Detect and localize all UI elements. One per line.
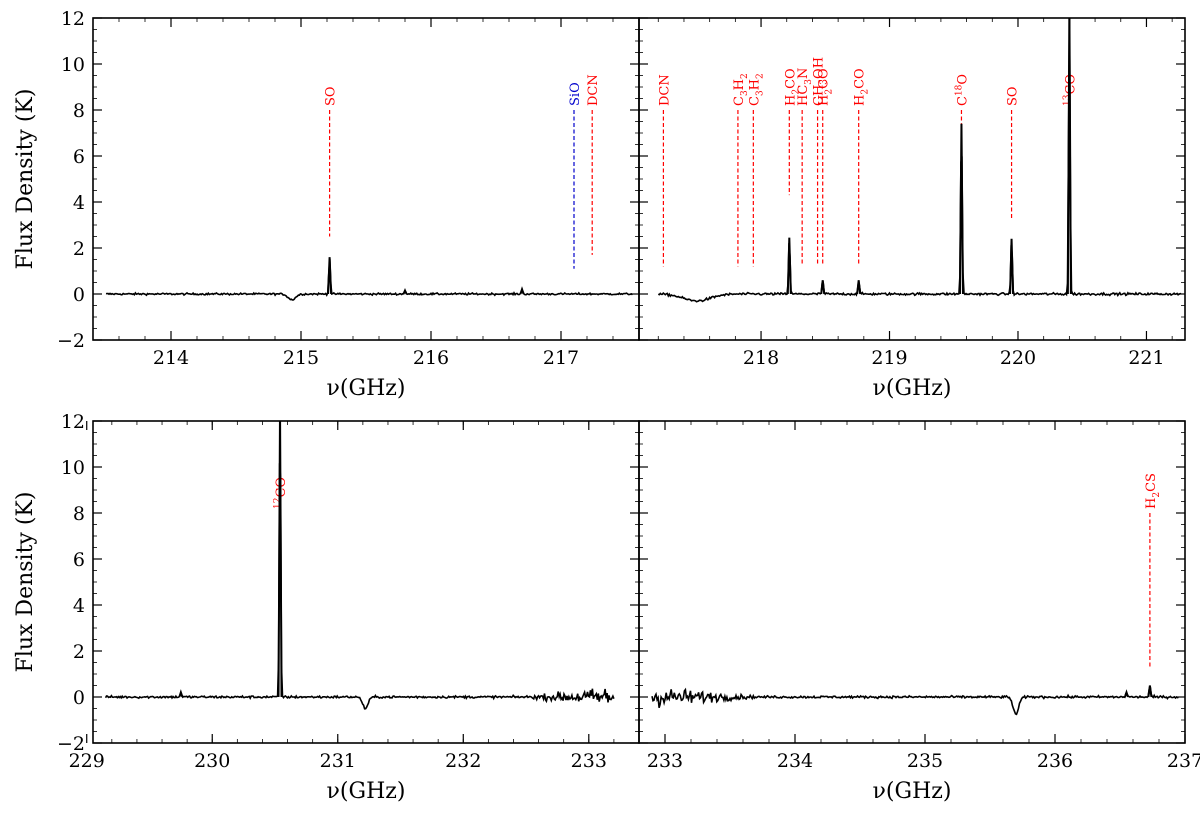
line-label: SiO [568,82,583,106]
x-tick-label: 237 [1167,750,1200,772]
y-axis-title: Flux Density (K) [13,89,38,270]
y-tick-label: 4 [73,192,85,214]
x-tick-label: 235 [907,750,943,772]
y-tick-label: 6 [73,549,85,571]
line-label: H2CO [853,68,871,106]
spectrum-line [657,18,1182,303]
y-tick-label: 8 [73,503,85,525]
plot-frame [92,17,640,341]
x-tick-label: 230 [194,750,230,772]
x-tick-label: 232 [445,750,481,772]
line-label: 12CO [273,477,289,509]
x-tick-label: 214 [153,347,189,369]
x-tick-label: 217 [543,347,579,369]
y-tick-label: 8 [73,100,85,122]
y-tick-label: −2 [57,330,85,352]
x-tick-label: 229 [69,750,105,772]
y-tick-label: 0 [73,687,85,709]
line-label: C18O [954,74,970,106]
line-label: C3H2 [747,73,765,106]
x-tick-label: 233 [571,750,607,772]
line-label: CH3OH [812,57,830,106]
line-label: SO [1006,86,1021,106]
line-label: H2CS [1144,473,1162,509]
x-tick-label: 234 [777,750,813,772]
x-tick-label: 219 [871,347,907,369]
panel-bottom-left: 12CO −2 0 2 4 6 8 10 12 229 230 231 232 233 ν(GHz) Flux… [13,411,640,804]
y-tick-label: 12 [61,8,85,30]
x-axis-title: ν(GHz) [327,376,406,401]
x-axis-title: ν(GHz) [327,779,406,804]
spectrum-line [105,258,634,301]
spectrum-line [104,463,615,710]
y-axis-title: Flux Density (K) [13,492,38,673]
y-tick-label: 12 [61,411,85,433]
y-tick-label: 6 [73,146,85,168]
x-tick-label: 236 [1037,750,1073,772]
y-tick-label: 2 [73,641,85,663]
x-axis-title: ν(GHz) [873,779,952,804]
line-label: HC3N [796,68,814,106]
line-label: H2CO [783,68,801,106]
line-label: C3H2 [732,73,750,106]
panel-bottom-right: H2CS 233 234 235 236 237 ν(GHz) [638,420,1200,804]
x-tick-label: 233 [647,750,683,772]
line-label: SO [324,86,339,106]
x-tick-label: 215 [283,347,319,369]
line-label: DCN [586,74,601,106]
panel-top-left: SO SiO DCN −2 0 2 4 6 8 10 12 214 215 216 217 ν(GHz) Flu… [13,8,640,401]
y-tick-label: 2 [73,238,85,260]
x-tick-label: 231 [320,750,356,772]
spectrum-line [651,685,1179,716]
plot-frame [638,17,1186,341]
line-label: H2CO [817,68,835,106]
y-tick-label: 4 [73,595,85,617]
x-tick-label: 220 [1000,347,1036,369]
line-label: DCN [657,74,672,106]
line-label: 13CO [1062,74,1078,106]
y-tick-label: 10 [61,54,85,76]
y-tick-label: 0 [73,284,85,306]
x-tick-label: 216 [413,347,449,369]
y-tick-label: 10 [61,457,85,479]
x-tick-label: 218 [743,347,779,369]
x-axis-title: ν(GHz) [873,376,952,401]
y-tick-label: −2 [57,733,85,755]
x-tick-label: 221 [1128,347,1164,369]
